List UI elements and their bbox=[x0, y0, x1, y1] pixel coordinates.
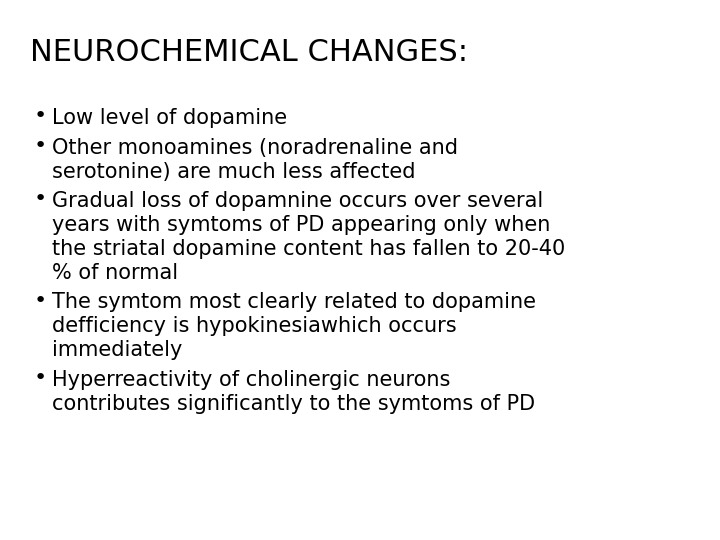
Text: Hyperreactivity of cholinergic neurons
contributes significantly to the symtoms : Hyperreactivity of cholinergic neurons c… bbox=[52, 369, 535, 414]
Text: •: • bbox=[34, 136, 48, 156]
Text: •: • bbox=[34, 106, 48, 126]
Text: The symtom most clearly related to dopamine
defficiency is hypokinesiawhich occu: The symtom most clearly related to dopam… bbox=[52, 292, 536, 360]
Text: •: • bbox=[34, 190, 48, 210]
Text: Low level of dopamine: Low level of dopamine bbox=[52, 108, 287, 128]
Text: •: • bbox=[34, 291, 48, 310]
Text: Gradual loss of dopamnine occurs over several
years with symtoms of PD appearing: Gradual loss of dopamnine occurs over se… bbox=[52, 191, 565, 284]
Text: •: • bbox=[34, 368, 48, 388]
Text: NEUROCHEMICAL CHANGES:: NEUROCHEMICAL CHANGES: bbox=[30, 38, 468, 67]
Text: Other monoamines (noradrenaline and
serotonine) are much less affected: Other monoamines (noradrenaline and sero… bbox=[52, 138, 458, 182]
